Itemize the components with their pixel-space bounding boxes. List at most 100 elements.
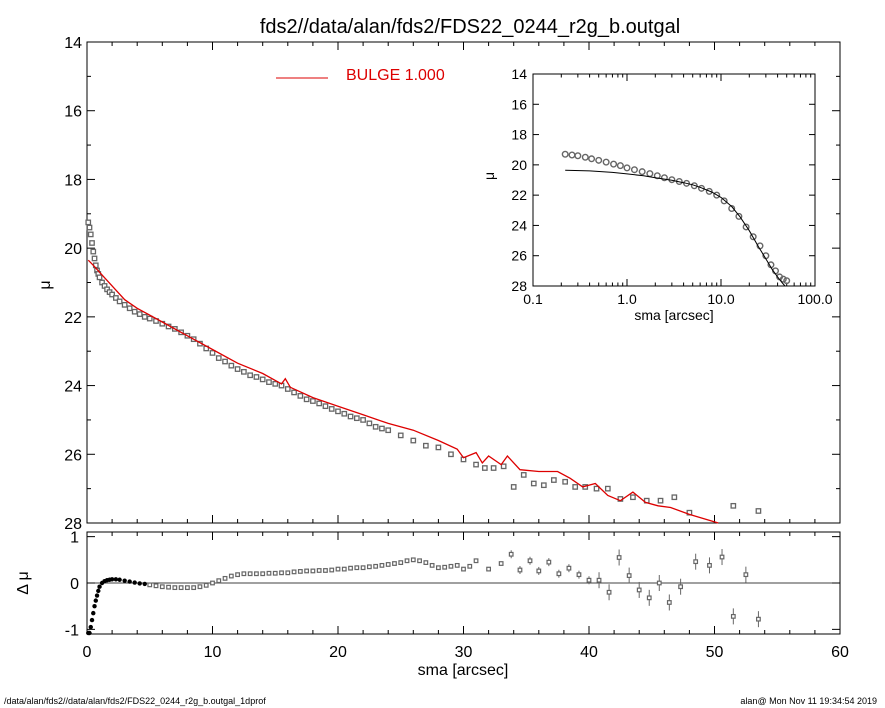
- main-y-tick-label: 28: [64, 516, 82, 533]
- data-point: [116, 298, 123, 305]
- data-point: [89, 240, 95, 246]
- residual-point: [379, 562, 385, 568]
- residual-point: [626, 573, 632, 578]
- data-point: [500, 463, 507, 470]
- residual-point: [636, 587, 642, 593]
- model-line: [87, 259, 719, 524]
- inset-data-point: [742, 223, 750, 231]
- main-y-tick-label: 26: [64, 447, 82, 464]
- inset-data-point: [697, 184, 705, 192]
- inset-x-tick-label: 0.1: [523, 291, 543, 307]
- data-point: [146, 315, 153, 322]
- residual-point: [203, 582, 209, 588]
- x-tick-label: 10: [204, 644, 222, 661]
- residual-point: [329, 567, 335, 573]
- residual-ticks: [86, 532, 841, 634]
- inset-x-tick-label: 10.0: [707, 291, 734, 307]
- data-point: [671, 494, 678, 501]
- residual-y-tick-label: -1: [65, 622, 79, 639]
- residual-point: [385, 562, 391, 567]
- main-y-tick-label: 20: [64, 241, 82, 258]
- data-point: [316, 400, 323, 407]
- residual-point: [228, 573, 234, 579]
- main-ticks: [86, 41, 841, 524]
- data-point: [87, 231, 94, 238]
- residual-point: [117, 577, 122, 582]
- residual-point: [436, 565, 441, 571]
- residual-point: [461, 566, 466, 572]
- residual-point: [517, 567, 523, 573]
- residual-point: [210, 580, 215, 586]
- data-point: [481, 465, 488, 471]
- main-y-tick-label: 18: [64, 172, 82, 189]
- inset-y-tick-label: 16: [511, 96, 527, 112]
- main-y-tick-label: 14: [64, 35, 82, 52]
- data-point: [259, 376, 266, 383]
- inset-y-tick-label: 20: [511, 157, 527, 173]
- residual-point: [341, 566, 347, 572]
- residual-point: [216, 578, 222, 584]
- residual-point: [756, 616, 761, 622]
- data-point: [372, 423, 379, 430]
- residual-point: [536, 568, 542, 574]
- inset-y-tick-label: 18: [511, 127, 527, 143]
- inset-data-point: [616, 162, 624, 170]
- residual-point: [596, 577, 602, 583]
- residual-point: [291, 569, 297, 575]
- residual-point: [260, 571, 266, 577]
- residual-point: [88, 624, 93, 630]
- residual-point: [576, 572, 582, 578]
- main-y-tick-label: 16: [64, 104, 82, 121]
- data-point: [85, 219, 92, 226]
- data-point: [473, 461, 479, 468]
- inset-data-point: [581, 153, 589, 161]
- residual-point: [178, 585, 184, 591]
- inset-y-tick-label: 26: [511, 248, 527, 264]
- residual-point: [360, 565, 366, 571]
- data-point: [96, 274, 103, 281]
- residual-point: [323, 568, 328, 573]
- data-point: [593, 485, 600, 492]
- x-tick-label: 20: [329, 644, 347, 661]
- residual-point: [222, 575, 228, 581]
- inset-data-point: [638, 168, 646, 176]
- residual-point: [606, 589, 612, 595]
- inset-frame: [532, 73, 816, 287]
- inset-y-tick-label: 24: [511, 217, 527, 233]
- residual-point: [527, 558, 533, 564]
- residual-point: [87, 630, 92, 636]
- data-point: [222, 358, 228, 365]
- residual-point: [247, 571, 253, 577]
- residual-point: [147, 582, 153, 588]
- data-point: [530, 480, 537, 487]
- residual-point: [730, 613, 736, 619]
- residual-point: [348, 565, 353, 571]
- inset-series-data: [561, 150, 791, 285]
- residual-point: [197, 584, 203, 590]
- inset-data-point: [660, 174, 668, 182]
- residual-point: [429, 562, 435, 568]
- inset-data-point: [720, 197, 728, 205]
- inset-data-point: [779, 275, 787, 283]
- residual-point: [423, 560, 429, 565]
- residual-point: [297, 569, 303, 574]
- residual-y-axis-label: Δ μ: [15, 571, 32, 594]
- residual-point: [159, 584, 165, 590]
- residual-point: [678, 584, 684, 590]
- residual-point: [97, 584, 102, 589]
- main-panel: 14 16 18 20 22 24 26 28 μ BULGE 1.000: [37, 35, 841, 533]
- inset-data-point: [561, 150, 569, 158]
- inset-data-point: [749, 233, 757, 241]
- inset-data-point: [623, 164, 631, 172]
- inset-model-line: [565, 169, 786, 287]
- inset-x-tick-label: 1.0: [617, 291, 637, 307]
- residual-point: [417, 558, 422, 564]
- residual-point: [392, 561, 397, 566]
- residual-point: [666, 600, 672, 605]
- data-point: [109, 291, 115, 298]
- data-point: [422, 442, 429, 449]
- inset-data-point: [595, 156, 603, 164]
- data-point: [121, 301, 128, 308]
